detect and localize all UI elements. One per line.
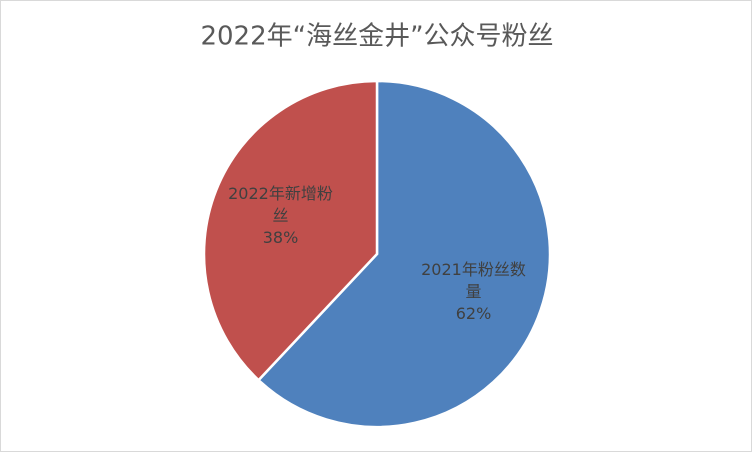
slice-name: 2021年粉丝数量	[421, 260, 526, 302]
slice-value-label: 38%	[262, 227, 299, 247]
pie-slice	[202, 79, 379, 382]
slice-name: 2022年新增粉丝	[228, 183, 333, 225]
slice-value-label: 62%	[455, 304, 492, 324]
pie-slice	[256, 79, 552, 429]
chart-title: 2022年“海丝金井”公众号粉丝	[200, 22, 553, 52]
